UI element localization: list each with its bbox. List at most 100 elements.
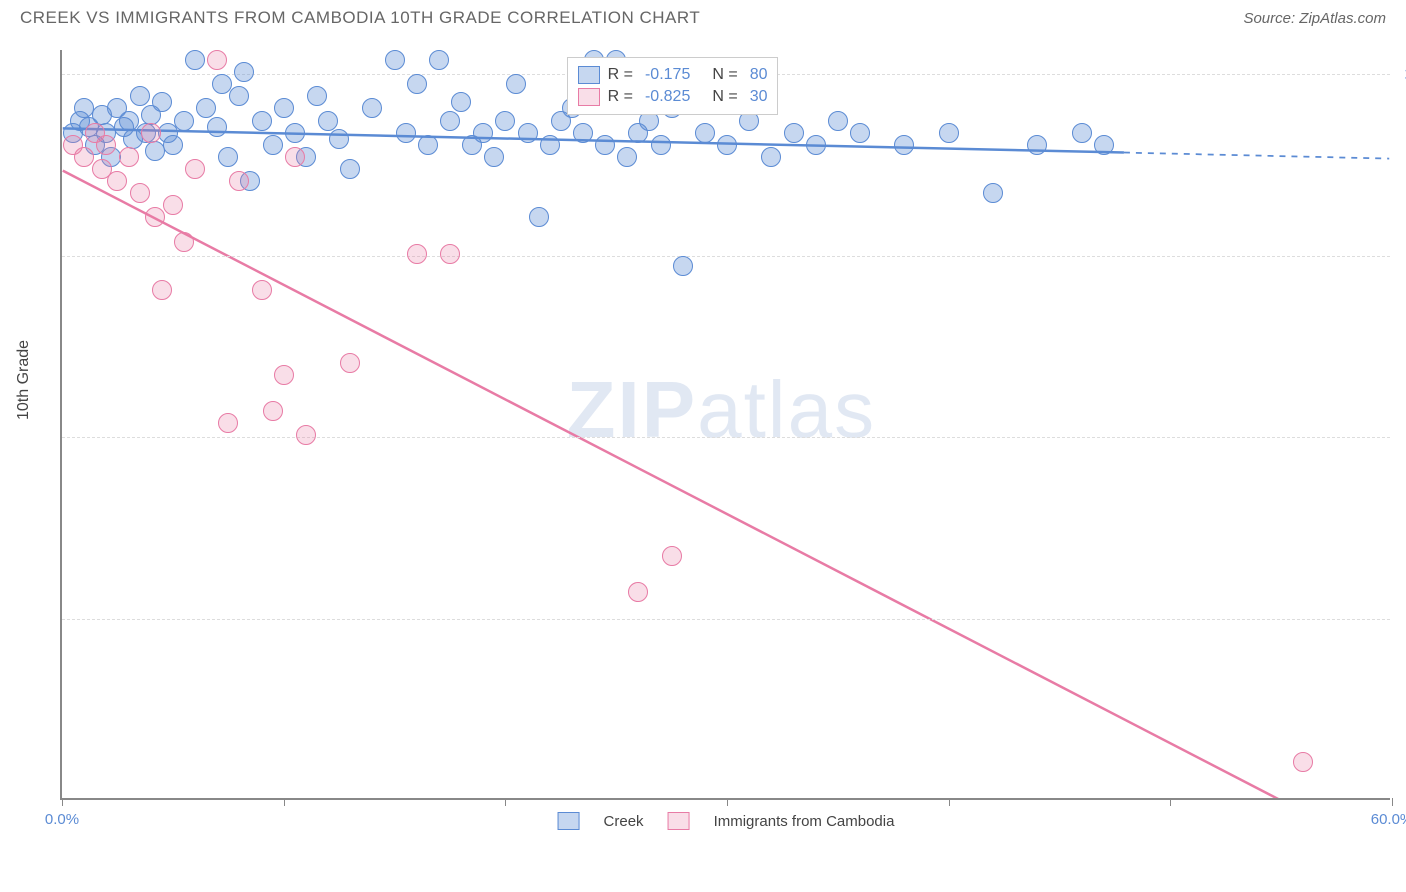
data-point (495, 111, 515, 131)
x-tick (62, 798, 63, 806)
scatter-chart: ZIPatlas 55.0%70.0%85.0%100.0%0.0%60.0%R… (60, 50, 1390, 800)
data-point (285, 123, 305, 143)
data-point (285, 147, 305, 167)
data-point (484, 147, 504, 167)
data-point (185, 50, 205, 70)
data-point (983, 183, 1003, 203)
data-point (163, 195, 183, 215)
legend-swatch (558, 812, 580, 830)
data-point (252, 280, 272, 300)
data-point (506, 74, 526, 94)
legend-r-label: R = (608, 88, 633, 106)
data-point (451, 92, 471, 112)
data-point (229, 86, 249, 106)
legend-row: R = -0.175 N = 80 (578, 64, 768, 86)
grid-line (62, 437, 1390, 438)
data-point (850, 123, 870, 143)
data-point (263, 401, 283, 421)
trend-line-extrapolated (1124, 153, 1389, 159)
data-point (185, 159, 205, 179)
data-point (274, 98, 294, 118)
data-point (107, 171, 127, 191)
data-point (939, 123, 959, 143)
data-point (473, 123, 493, 143)
data-point (673, 256, 693, 276)
data-point (218, 413, 238, 433)
data-point (318, 111, 338, 131)
data-point (212, 74, 232, 94)
data-point (828, 111, 848, 131)
x-tick (949, 798, 950, 806)
legend-swatch (578, 66, 600, 84)
data-point (362, 98, 382, 118)
y-axis-label: 10th Grade (15, 340, 33, 420)
data-point (340, 159, 360, 179)
data-point (595, 135, 615, 155)
data-point (628, 582, 648, 602)
data-point (617, 147, 637, 167)
x-tick-label: 0.0% (45, 811, 79, 828)
trend-lines-svg (62, 50, 1390, 798)
legend-n-value: 80 (750, 66, 768, 84)
legend-r-value: -0.175 (645, 66, 690, 84)
data-point (396, 123, 416, 143)
data-point (440, 111, 460, 131)
x-tick (1170, 798, 1171, 806)
data-point (207, 117, 227, 137)
data-point (329, 129, 349, 149)
data-point (518, 123, 538, 143)
data-point (229, 171, 249, 191)
data-point (130, 183, 150, 203)
data-point (141, 123, 161, 143)
data-point (119, 147, 139, 167)
data-point (418, 135, 438, 155)
data-point (74, 147, 94, 167)
data-point (540, 135, 560, 155)
data-point (1094, 135, 1114, 155)
legend-series-label: Immigrants from Cambodia (714, 813, 895, 830)
data-point (234, 62, 254, 82)
data-point (152, 92, 172, 112)
legend-row: R = -0.825N = 30 (578, 86, 768, 108)
data-point (218, 147, 238, 167)
x-tick (284, 798, 285, 806)
data-point (296, 425, 316, 445)
data-point (695, 123, 715, 143)
x-tick (727, 798, 728, 806)
legend-r-value: -0.825 (645, 88, 690, 106)
watermark: ZIPatlas (567, 364, 876, 456)
legend-swatch (578, 88, 600, 106)
data-point (1027, 135, 1047, 155)
data-point (119, 111, 139, 131)
correlation-legend: R = -0.175N = 80R = -0.825N = 30 (567, 57, 779, 115)
data-point (163, 135, 183, 155)
data-point (307, 86, 327, 106)
legend-n-label: N = (712, 88, 737, 106)
data-point (429, 50, 449, 70)
data-point (1293, 752, 1313, 772)
data-point (1072, 123, 1092, 143)
data-point (207, 50, 227, 70)
data-point (784, 123, 804, 143)
series-legend: CreekImmigrants from Cambodia (558, 812, 895, 830)
data-point (196, 98, 216, 118)
data-point (274, 365, 294, 385)
x-tick (1392, 798, 1393, 806)
data-point (651, 135, 671, 155)
data-point (662, 546, 682, 566)
grid-line (62, 256, 1390, 257)
data-point (407, 244, 427, 264)
data-point (174, 232, 194, 252)
data-point (263, 135, 283, 155)
legend-n-label: N = (712, 66, 737, 84)
source-attribution: Source: ZipAtlas.com (1243, 10, 1386, 27)
data-point (252, 111, 272, 131)
data-point (894, 135, 914, 155)
chart-title: CREEK VS IMMIGRANTS FROM CAMBODIA 10TH G… (20, 8, 700, 28)
data-point (529, 207, 549, 227)
legend-r-label: R = (608, 66, 633, 84)
trend-line (63, 171, 1323, 798)
data-point (761, 147, 781, 167)
data-point (717, 135, 737, 155)
data-point (407, 74, 427, 94)
